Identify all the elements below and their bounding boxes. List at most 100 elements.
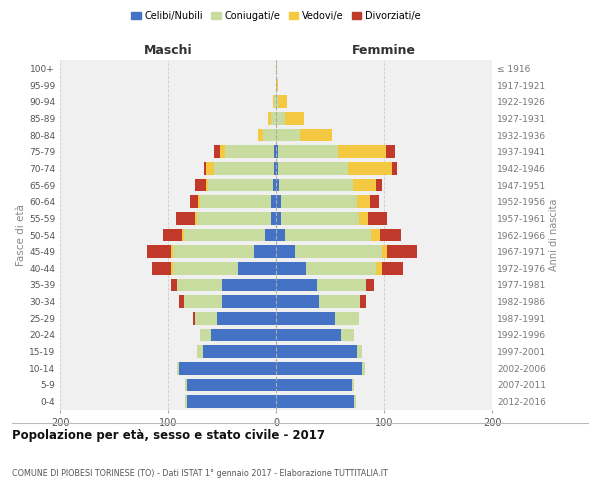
Bar	[276, 212, 281, 224]
Bar	[306, 262, 376, 274]
Bar	[200, 196, 271, 208]
Bar	[222, 279, 276, 291]
Bar	[225, 146, 274, 158]
Text: Popolazione per età, sesso e stato civile - 2017: Popolazione per età, sesso e stato civil…	[12, 430, 325, 442]
Bar	[171, 279, 176, 291]
Bar	[380, 229, 401, 241]
Bar	[276, 312, 335, 324]
Bar	[335, 312, 359, 324]
Bar	[152, 262, 171, 274]
Bar	[173, 246, 254, 258]
Text: Femmine: Femmine	[352, 44, 416, 57]
Bar	[387, 246, 418, 258]
Bar	[338, 146, 386, 158]
Bar	[365, 279, 374, 291]
Bar	[382, 246, 387, 258]
Bar	[195, 212, 197, 224]
Bar	[274, 146, 276, 158]
Bar	[176, 362, 179, 374]
Bar	[182, 229, 184, 241]
Bar	[176, 212, 195, 224]
Bar	[187, 396, 276, 408]
Bar	[278, 162, 349, 174]
Bar	[276, 162, 278, 174]
Bar	[268, 112, 271, 124]
Bar	[276, 379, 352, 391]
Bar	[376, 179, 382, 192]
Bar	[276, 346, 357, 358]
Bar	[273, 96, 274, 108]
Bar	[173, 262, 238, 274]
Bar	[276, 296, 319, 308]
Bar	[271, 196, 276, 208]
Bar	[184, 229, 265, 241]
Bar	[353, 179, 376, 192]
Bar	[319, 296, 360, 308]
Bar	[179, 362, 276, 374]
Bar	[276, 96, 278, 108]
Bar	[317, 279, 365, 291]
Bar	[203, 162, 206, 174]
Bar	[279, 179, 353, 192]
Bar	[197, 346, 203, 358]
Bar	[206, 179, 208, 192]
Bar	[295, 246, 382, 258]
Bar	[276, 79, 278, 92]
Bar	[214, 162, 274, 174]
Bar	[276, 179, 279, 192]
Bar	[271, 212, 276, 224]
Bar	[274, 96, 276, 108]
Bar	[276, 129, 300, 141]
Bar	[274, 162, 276, 174]
Bar	[208, 179, 273, 192]
Bar	[362, 362, 365, 374]
Bar	[281, 212, 359, 224]
Bar	[185, 379, 187, 391]
Bar	[278, 146, 338, 158]
Bar	[200, 329, 211, 341]
Bar	[276, 262, 306, 274]
Legend: Celibi/Nubili, Coniugati/e, Vedovi/e, Divorziati/e: Celibi/Nubili, Coniugati/e, Vedovi/e, Di…	[127, 8, 425, 25]
Bar	[214, 146, 220, 158]
Bar	[197, 212, 271, 224]
Bar	[368, 212, 387, 224]
Bar	[238, 262, 276, 274]
Bar	[371, 229, 380, 241]
Y-axis label: Fasce di età: Fasce di età	[16, 204, 26, 266]
Bar	[281, 196, 357, 208]
Bar	[206, 162, 214, 174]
Bar	[217, 312, 276, 324]
Bar	[352, 379, 354, 391]
Bar	[271, 112, 276, 124]
Bar	[273, 179, 276, 192]
Bar	[171, 246, 173, 258]
Bar	[276, 146, 278, 158]
Bar	[382, 262, 403, 274]
Bar	[185, 396, 187, 408]
Bar	[148, 246, 171, 258]
Bar	[187, 379, 276, 391]
Bar	[276, 362, 362, 374]
Bar	[163, 229, 182, 241]
Bar	[184, 296, 222, 308]
Y-axis label: Anni di nascita: Anni di nascita	[549, 199, 559, 271]
Bar	[176, 279, 222, 291]
Bar	[276, 279, 317, 291]
Bar	[190, 196, 198, 208]
Text: Maschi: Maschi	[143, 44, 193, 57]
Bar	[257, 129, 263, 141]
Bar	[195, 179, 206, 192]
Bar	[357, 346, 362, 358]
Bar	[254, 246, 276, 258]
Bar	[198, 196, 200, 208]
Bar	[276, 329, 341, 341]
Bar	[171, 262, 173, 274]
Bar	[203, 346, 276, 358]
Bar	[211, 329, 276, 341]
Bar	[276, 229, 284, 241]
Bar	[193, 312, 195, 324]
Bar	[376, 262, 382, 274]
Bar	[386, 146, 395, 158]
Bar	[370, 196, 379, 208]
Bar	[265, 229, 276, 241]
